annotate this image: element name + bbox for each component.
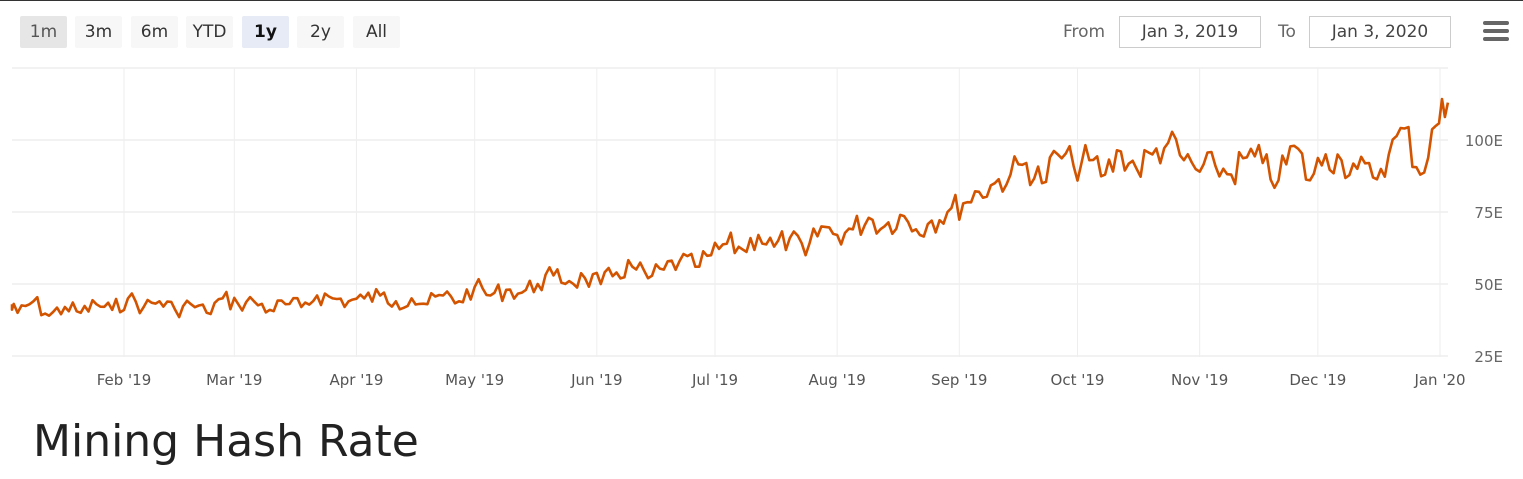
x-tick-label: Oct '19 — [1051, 371, 1105, 389]
range-button-all[interactable]: All — [353, 16, 400, 48]
y-grid — [12, 67, 1448, 357]
series-line — [10, 97, 1450, 319]
range-button-ytd[interactable]: YTD — [186, 16, 233, 48]
range-button-6m[interactable]: 6m — [131, 16, 178, 48]
y-axis-labels: 25E 50E 75E 100E — [1465, 132, 1503, 366]
x-tick-label: Mar '19 — [206, 371, 262, 389]
range-button-2y[interactable]: 2y — [297, 16, 344, 48]
x-tick-label: Jul '19 — [691, 371, 738, 389]
x-tick-label: May '19 — [445, 371, 504, 389]
x-tick-label: Aug '19 — [809, 371, 866, 389]
hamburger-menu-icon[interactable] — [1480, 18, 1512, 46]
x-tick-label: Dec '19 — [1289, 371, 1346, 389]
x-tick-label: Nov '19 — [1171, 371, 1228, 389]
x-grid — [123, 68, 1441, 357]
range-button-1y[interactable]: 1y — [242, 16, 289, 48]
x-axis-labels: Feb '19 Mar '19 Apr '19 May '19 Jun '19 Jul '… — [97, 371, 1466, 389]
chart-title: Mining Hash Rate — [33, 416, 419, 467]
y-tick-label: 75E — [1474, 204, 1503, 222]
y-tick-label: 100E — [1465, 132, 1503, 150]
x-tick-label: Sep '19 — [931, 371, 987, 389]
hash-rate-chart: 25E 50E 75E 100E Feb '19 Mar '19 Apr '19 May '… — [10, 67, 1503, 389]
x-tick-label: Apr '19 — [329, 371, 383, 389]
x-tick-label: Feb '19 — [97, 371, 152, 389]
top-border — [0, 0, 1523, 1]
y-tick-label: 25E — [1474, 348, 1503, 366]
series-group — [10, 97, 1450, 319]
to-date-input[interactable]: Jan 3, 2020 — [1309, 16, 1451, 48]
y-tick-label: 50E — [1474, 276, 1503, 294]
x-tick-label: Jan '20 — [1413, 371, 1465, 389]
to-label: To — [1278, 22, 1296, 42]
x-tick-label: Jun '19 — [570, 371, 622, 389]
range-button-1m: 1m — [20, 16, 67, 48]
range-button-3m[interactable]: 3m — [75, 16, 122, 48]
from-label: From — [1063, 22, 1106, 42]
from-date-input[interactable]: Jan 3, 2019 — [1119, 16, 1261, 48]
